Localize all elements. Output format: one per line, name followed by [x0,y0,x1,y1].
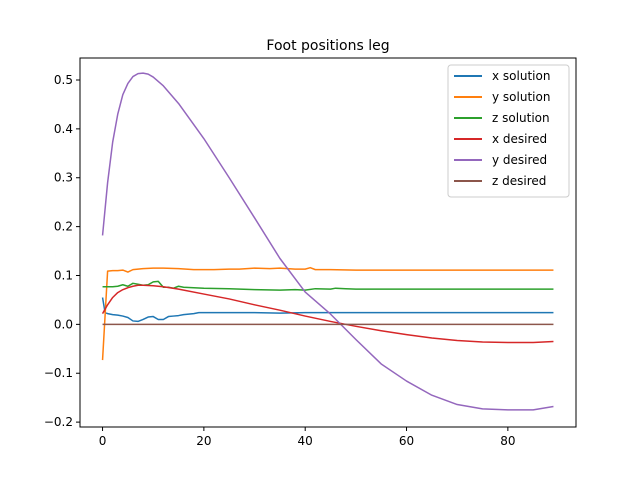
y-tick-label: 0.0 [54,317,73,331]
series-line-z-solution [102,280,554,291]
legend: x solution y solution z solution x desired y… [447,64,570,198]
x-tick-label: 60 [399,434,414,448]
chart-title: Foot positions leg [266,38,389,54]
legend-label: z desired [492,174,546,188]
y-tick-label: 0.2 [54,220,73,234]
series-layer [101,72,554,411]
y-tick-label: 0.1 [54,268,73,282]
series-line-x-desired [101,284,554,344]
series-line-y-desired [101,72,554,411]
y-tick-label: −0.1 [44,366,73,380]
series-line-y-solution [101,266,554,361]
x-tick-label: 80 [500,434,515,448]
legend-label: z solution [492,111,550,125]
x-tick-label: 0 [99,434,107,448]
axes-layer: 0 20 40 60 80 −0.2 −0.1 0.0 0.1 0.2 0.3 0.4 0.5 [44,57,577,448]
legend-label: x desired [492,132,547,146]
legend-label: y solution [492,90,550,104]
legend-label: x solution [492,69,550,83]
series-line-x-solution [101,297,554,323]
y-tick-label: −0.2 [44,415,73,429]
legend-label: y desired [492,153,547,167]
x-tick-label: 40 [298,434,313,448]
plot-frame [79,57,577,428]
y-tick-label: 0.3 [54,171,73,185]
x-tick-label: 20 [196,434,211,448]
y-tick-label: 0.4 [54,122,73,136]
y-tick-label: 0.5 [54,73,73,87]
